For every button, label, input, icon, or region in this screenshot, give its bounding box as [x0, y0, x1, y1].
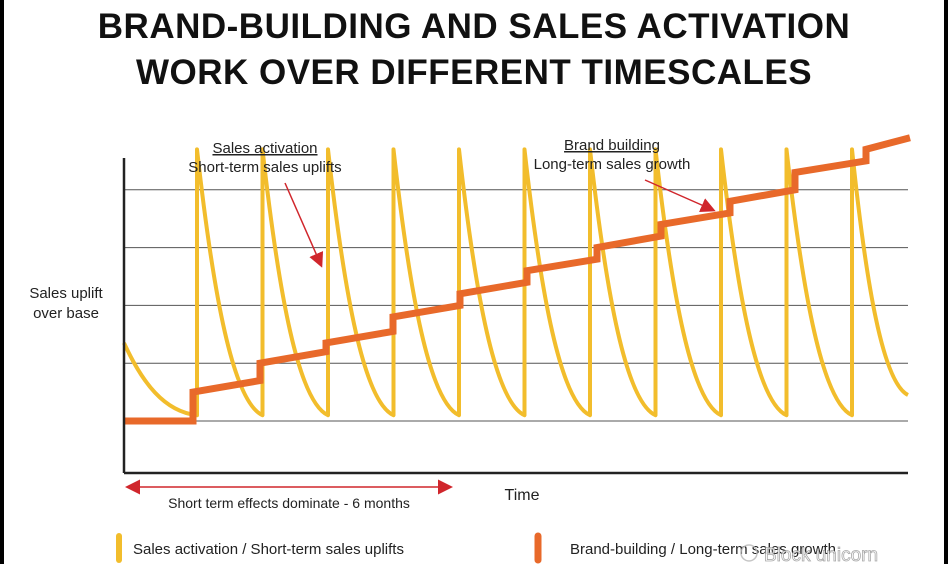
sales-annotation-arrow	[284, 182, 324, 268]
legend-brand-label: Brand-building / Long-term sales growth	[570, 541, 836, 558]
watermark: Block unicorn	[740, 544, 878, 564]
brand-annotation-subtitle: Long-term sales growth	[534, 156, 691, 173]
watermark-text: Block unicorn	[764, 545, 878, 564]
sales-annotation-title: Sales activation	[212, 140, 317, 157]
frame-border-left	[0, 0, 4, 564]
brand-building-line	[124, 134, 911, 425]
x-axis-label: Time	[505, 487, 540, 504]
brand-annotation-title: Brand building	[564, 137, 660, 154]
sales-annotation-subtitle: Short-term sales uplifts	[188, 159, 341, 176]
y-axis-label-line-1: Sales uplift	[29, 285, 103, 302]
legend-sales-label: Sales activation / Short-term sales upli…	[133, 541, 404, 558]
chart-title-line-2: WORK OVER DIFFERENT TIMESCALES	[135, 53, 813, 92]
sales-activation-line	[122, 147, 910, 418]
watermark-logo-icon	[740, 544, 758, 562]
brand-annotation-arrow	[644, 179, 716, 213]
frame-border-right	[944, 0, 948, 564]
y-axis-label-line-2: over base	[33, 305, 99, 322]
chart-title-line-1: BRAND-BUILDING AND SALES ACTIVATION	[97, 7, 851, 46]
six-month-range-label: Short term effects dominate - 6 months	[168, 495, 410, 511]
